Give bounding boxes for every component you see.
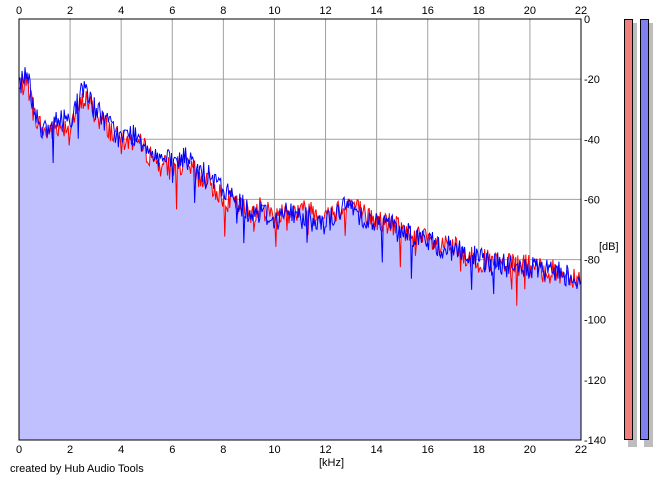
- spectrum-fill: [19, 69, 581, 441]
- tick-labels: 002244668810101212141416161818202022220-…: [16, 5, 606, 456]
- x-tick-label-bottom: 22: [575, 444, 587, 456]
- x-tick-label-top: 16: [422, 5, 434, 17]
- x-tick-label-top: 6: [169, 5, 175, 17]
- x-tick-label-top: 14: [371, 5, 383, 17]
- y-tick-label: -100: [584, 315, 606, 327]
- y-axis-unit: [dB]: [599, 241, 619, 253]
- x-tick-label-bottom: 12: [319, 444, 331, 456]
- right-level-meter: [640, 19, 649, 440]
- x-tick-label-top: 4: [118, 5, 124, 17]
- x-tick-label-top: 22: [575, 5, 587, 17]
- x-tick-label-bottom: 20: [524, 444, 536, 456]
- x-axis-unit: [kHz]: [319, 457, 345, 469]
- x-tick-label-bottom: 14: [371, 444, 383, 456]
- right-channel-line: [18, 67, 582, 295]
- x-tick-label-top: 8: [220, 5, 226, 17]
- y-tick-label: -120: [584, 375, 606, 387]
- plot-frame: [18, 18, 582, 441]
- x-tick-label-bottom: 2: [67, 444, 73, 456]
- y-tick-label: -20: [584, 74, 600, 86]
- y-tick-label: -140: [584, 435, 606, 447]
- x-tick-label-top: 18: [473, 5, 485, 17]
- x-tick-label-bottom: 8: [220, 444, 226, 456]
- left-level-meter: [624, 19, 633, 440]
- credit-text: created by Hub Audio Tools: [10, 463, 144, 475]
- x-tick-label-bottom: 0: [16, 444, 22, 456]
- x-tick-label-top: 12: [319, 5, 331, 17]
- x-tick-label-bottom: 4: [118, 444, 124, 456]
- x-tick-label-top: 10: [268, 5, 280, 17]
- x-tick-label-bottom: 10: [268, 444, 280, 456]
- spectrum-lines: [18, 67, 582, 306]
- y-tick-label: -60: [584, 194, 600, 206]
- y-tick-label: 0: [584, 14, 590, 26]
- x-tick-label-bottom: 6: [169, 444, 175, 456]
- x-tick-label-top: 2: [67, 5, 73, 17]
- x-tick-label-bottom: 16: [422, 444, 434, 456]
- x-tick-label-top: 0: [16, 5, 22, 17]
- y-tick-label: -40: [584, 134, 600, 146]
- x-tick-label-top: 20: [524, 5, 536, 17]
- spectrum-area-fill: [19, 69, 581, 441]
- x-tick-label-bottom: 18: [473, 444, 485, 456]
- y-tick-label: -80: [584, 255, 600, 267]
